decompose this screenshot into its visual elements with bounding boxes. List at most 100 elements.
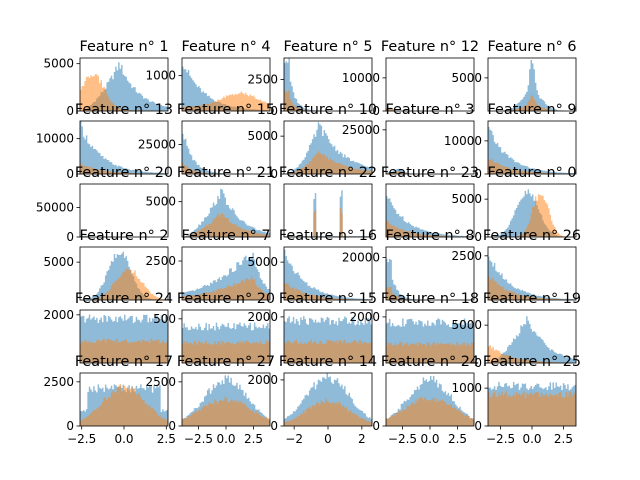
- subplot-r4c4: 5000 0 Feature n° 19: [451, 291, 581, 370]
- histogram-orange-series: [182, 213, 270, 237]
- axes-frame: [283, 57, 373, 112]
- histogram-orange-series: [182, 340, 270, 363]
- histogram-blue-series: [386, 168, 474, 174]
- axes-frame: [283, 183, 373, 238]
- subplot-title: Feature n° 12: [381, 39, 479, 55]
- histogram-orange-series: [488, 391, 576, 426]
- subplot-title: Feature n° 3: [386, 102, 475, 118]
- histogram-orange-series: [284, 282, 372, 300]
- y-tick-label: 0: [474, 167, 482, 181]
- x-tick-label: −2.5: [184, 432, 213, 446]
- y-tick-label: 2000: [43, 308, 74, 322]
- histogram-blue-series: [386, 196, 474, 237]
- y-tick-label: 25000: [342, 123, 380, 137]
- y-tick-label: 2500: [145, 375, 176, 389]
- subplot-r1c4: 10000 0 Feature n° 9: [444, 102, 577, 181]
- subplot-r5c1: 2500 0 −2.5 0.0 2.5 Feature n° 27: [145, 354, 275, 446]
- subplot-r0c3: 10000 0 Feature n° 12: [342, 39, 479, 118]
- y-tick-label: 5000: [43, 57, 74, 71]
- y-tick-label: 50000: [36, 201, 74, 215]
- histogram-orange-series: [284, 398, 372, 426]
- subplot-title: Feature n° 14: [279, 354, 377, 370]
- y-tick-label: 0: [474, 419, 482, 433]
- subplot-r0c4: 5000 Feature n° 6: [451, 39, 577, 112]
- subplot-title: Feature n° 27: [177, 354, 275, 370]
- histogram-orange-series: [80, 383, 168, 426]
- x-tick-label: 2: [358, 432, 366, 446]
- subplot-title: Feature n° 21: [177, 165, 275, 181]
- histogram-orange-series: [182, 396, 270, 426]
- y-tick-label: 1000: [451, 381, 482, 395]
- y-tick-label: 0: [66, 104, 74, 118]
- axes-frame: [487, 246, 577, 301]
- histogram-orange-series: [284, 339, 372, 363]
- y-tick-label: 2500: [451, 249, 482, 263]
- histogram-orange-series: [386, 286, 474, 300]
- histogram-orange-series: [182, 276, 270, 300]
- x-tick-label: −2.5: [67, 432, 96, 446]
- y-tick-label: 0: [270, 419, 278, 433]
- axes-frame: [385, 309, 475, 364]
- y-tick-label: 0: [270, 167, 278, 181]
- axes-frame: [283, 246, 373, 301]
- y-tick-label: 5000: [145, 195, 176, 209]
- subplot-title: Feature n° 5: [284, 39, 373, 55]
- subplot-r2c4: 5000 0 Feature n° 0: [451, 165, 576, 244]
- axes-frame: [181, 120, 271, 175]
- subplot-title: Feature n° 0: [488, 165, 577, 181]
- y-tick-label: 0: [168, 419, 176, 433]
- y-tick-label: 2000: [247, 310, 278, 324]
- histogram-blue-series: [80, 121, 168, 174]
- subplot-r0c0: 5000 0 Feature n° 1: [43, 39, 168, 118]
- y-tick-label: 0: [66, 167, 74, 181]
- subplot-r5c4: 1000 0 −2.5 0.0 2.5 Feature n° 25: [451, 354, 581, 446]
- subplot-title: Feature n° 7: [182, 228, 271, 244]
- axes-frame: [181, 57, 271, 112]
- histogram-orange-series: [488, 276, 576, 300]
- histogram-orange-series: [182, 162, 270, 174]
- x-tick-label: 0.0: [522, 432, 541, 446]
- subplot-title: Feature n° 24: [75, 291, 173, 307]
- subplot-r2c3: Feature n° 23: [381, 165, 479, 238]
- y-tick-label: 500: [153, 312, 176, 326]
- y-tick-label: 0: [66, 230, 74, 244]
- y-tick-label: 0: [270, 104, 278, 118]
- y-tick-label: 2500: [247, 72, 278, 86]
- y-tick-label: 10000: [444, 134, 482, 148]
- x-tick-label: 0.0: [114, 432, 133, 446]
- y-tick-label: 0: [372, 419, 380, 433]
- histogram-orange-series: [488, 193, 576, 237]
- y-tick-label: 10000: [36, 132, 74, 146]
- subplot-title: Feature n° 20: [75, 165, 173, 181]
- histogram-blue-series: [488, 256, 576, 300]
- subplot-title: Feature n° 17: [75, 354, 173, 370]
- axes-frame: [181, 246, 271, 301]
- histogram-orange-series: [488, 158, 576, 174]
- x-tick-label: 0.0: [420, 432, 439, 446]
- subplot-title: Feature n° 1: [80, 39, 169, 55]
- histogram-orange-series: [386, 220, 474, 237]
- axes-frame: [283, 309, 373, 364]
- y-tick-label: 5000: [247, 129, 278, 143]
- y-tick-label: 25000: [138, 138, 176, 152]
- histogram-orange-series: [284, 90, 372, 111]
- axes-frame: [79, 57, 169, 112]
- subplot-title: Feature n° 20: [177, 291, 275, 307]
- histogram-orange-series: [386, 397, 474, 426]
- subplot-title: Feature n° 6: [488, 39, 577, 55]
- subplot-title: Feature n° 4: [182, 39, 271, 55]
- axes-frame: [79, 309, 169, 364]
- x-tick-label: −2.5: [388, 432, 417, 446]
- x-tick-label: 2.5: [244, 432, 263, 446]
- subplot-title: Feature n° 19: [483, 291, 581, 307]
- axes-frame: [487, 57, 577, 112]
- histogram-blue-series: [488, 59, 576, 111]
